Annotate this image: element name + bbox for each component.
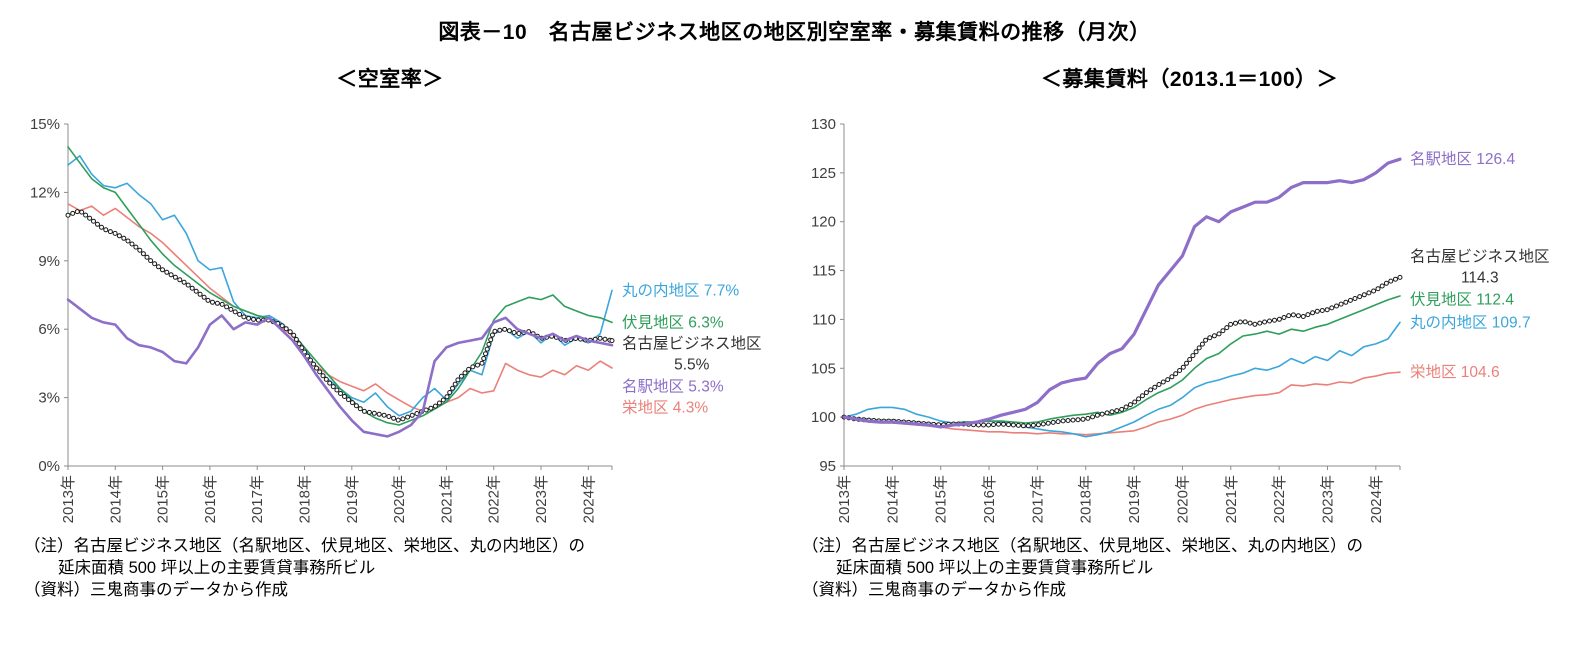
series-markers-nagoya-business	[65, 209, 615, 423]
vacancy-rate-line-chart: 0% 3% 6% 9% 12% 15% 2013年 2014年 2015年 2016年 2017年 2…	[30, 116, 762, 523]
rent-chart-title: ＜募集賃料（2013.1＝100）＞	[1040, 68, 1339, 91]
axes: 95 100 105 110 115 120 125 130 2013年 2014年 2015年 20…	[811, 116, 1401, 523]
x-tick-label: 2017年	[249, 475, 266, 523]
x-tick-label: 2023年	[533, 475, 550, 523]
series-label-sakae: 栄地区 104.6	[1410, 363, 1500, 381]
svg-text:名駅地区 5.3%: 名駅地区 5.3%	[622, 377, 724, 395]
source-line: （資料）三鬼商事のデータから作成	[24, 580, 288, 599]
x-tick-label: 2019年	[344, 475, 361, 523]
y-tick-label: 100	[811, 409, 836, 426]
x-tick-label: 2013年	[836, 475, 853, 523]
svg-text:伏見地区 112.4: 伏見地区 112.4	[1410, 290, 1514, 308]
series-label-sakae: 栄地区 4.3%	[622, 398, 708, 416]
x-tick-label: 2013年	[60, 475, 77, 523]
y-tick-label: 6%	[38, 321, 60, 338]
note-line-1: （注）名古屋ビジネス地区（名駅地区、伏見地区、栄地区、丸の内地区）の	[24, 537, 585, 555]
x-tick-label: 2014年	[107, 475, 124, 523]
svg-text:栄地区 104.6: 栄地区 104.6	[1410, 363, 1500, 381]
x-tick-label: 2022年	[1271, 475, 1288, 523]
series-line-nagoya-business	[843, 276, 1401, 427]
x-tick-label: 2017年	[1029, 475, 1046, 523]
series-label-fushimi: 伏見地区 6.3%	[622, 313, 724, 331]
axes: 0% 3% 6% 9% 12% 15% 2013年 2014年 2015年 2016年 2017年 2…	[30, 116, 613, 523]
x-tick-label: 2014年	[884, 475, 901, 523]
y-tick-label: 105	[811, 360, 836, 377]
y-tick-label: 130	[811, 116, 836, 133]
x-tick-label: 2023年	[1319, 475, 1336, 523]
figure-title: 図表－10 名古屋ビジネス地区の地区別空室率・募集賃料の推移（月次）	[438, 21, 1151, 44]
rent-chart-notes: （注）名古屋ビジネス地区（名駅地区、伏見地区、栄地区、丸の内地区）の 延床面積 …	[802, 536, 1363, 601]
series-label-marunouchi: 丸の内地区 7.7%	[622, 281, 739, 299]
x-tick-label: 2019年	[1126, 475, 1143, 523]
x-tick-label: 2021年	[1223, 475, 1240, 523]
y-tick-label: 15%	[30, 116, 60, 133]
source-line: （資料）三鬼商事のデータから作成	[802, 580, 1066, 599]
series-line-sakae	[67, 203, 613, 413]
series-label-nagoya-business: 名古屋ビジネス地区 114.3	[1410, 247, 1550, 286]
y-tick-label: 9%	[38, 253, 60, 270]
x-tick-label: 2022年	[486, 475, 503, 523]
svg-text:5.5%: 5.5%	[674, 356, 710, 373]
y-tick-label: 115	[812, 263, 836, 280]
y-tick-label: 110	[812, 311, 836, 328]
series-line-meieki	[66, 298, 614, 438]
series-line-meieki	[842, 157, 1402, 429]
y-tick-label: 3%	[38, 390, 60, 407]
x-tick-label: 2020年	[1174, 475, 1191, 523]
x-tick-label: 2024年	[1368, 475, 1385, 523]
x-tick-label: 2015年	[933, 475, 950, 523]
series-label-meieki: 名駅地区 126.4	[1410, 150, 1515, 168]
svg-text:伏見地区 6.3%: 伏見地区 6.3%	[622, 313, 724, 331]
series-label-nagoya-business: 名古屋ビジネス地区 5.5%	[622, 334, 762, 373]
svg-text:丸の内地区 7.7%: 丸の内地区 7.7%	[622, 281, 739, 299]
x-tick-label: 2015年	[155, 475, 172, 523]
svg-text:114.3: 114.3	[1461, 269, 1499, 286]
svg-text:丸の内地区 109.7: 丸の内地区 109.7	[1410, 313, 1531, 331]
x-tick-label: 2020年	[391, 475, 408, 523]
y-tick-label: 95	[819, 458, 836, 475]
vacancy-chart-title: ＜空室率＞	[336, 68, 444, 91]
x-tick-label: 2016年	[202, 475, 219, 523]
note-line-2: 延床面積 500 坪以上の主要賃貸事務所ビル	[836, 558, 1154, 577]
series-label-marunouchi: 丸の内地区 109.7	[1410, 313, 1531, 331]
svg-text:名駅地区 126.4: 名駅地区 126.4	[1410, 150, 1515, 168]
y-tick-label: 12%	[30, 184, 60, 201]
series-label-meieki: 名駅地区 5.3%	[622, 377, 724, 395]
y-tick-label: 0%	[38, 458, 60, 475]
series-markers-nagoya-business	[841, 274, 1403, 429]
x-tick-label: 2021年	[438, 475, 455, 523]
x-tick-label: 2024年	[580, 475, 597, 523]
x-tick-label: 2016年	[981, 475, 998, 523]
y-tick-label: 125	[811, 165, 836, 182]
series-line-marunouchi	[843, 321, 1401, 438]
svg-text:栄地区 4.3%: 栄地区 4.3%	[622, 398, 708, 416]
series-line-marunouchi	[67, 155, 613, 417]
x-tick-label: 2018年	[1078, 475, 1095, 523]
y-tick-label: 120	[811, 214, 836, 231]
note-line-2: 延床面積 500 坪以上の主要賃貸事務所ビル	[58, 558, 376, 577]
note-line-1: （注）名古屋ビジネス地区（名駅地区、伏見地区、栄地区、丸の内地区）の	[802, 537, 1363, 555]
vacancy-chart-notes: （注）名古屋ビジネス地区（名駅地区、伏見地区、栄地区、丸の内地区）の 延床面積 …	[24, 536, 585, 601]
series-line-fushimi	[67, 146, 613, 426]
svg-text:名古屋ビジネス地区: 名古屋ビジネス地区	[622, 334, 762, 352]
x-tick-label: 2018年	[297, 475, 314, 523]
asking-rent-line-chart: 95 100 105 110 115 120 125 130 2013年 2014年 2015年 20…	[811, 116, 1550, 523]
series-line-fushimi	[843, 295, 1401, 425]
svg-text:名古屋ビジネス地区: 名古屋ビジネス地区	[1410, 247, 1550, 265]
series-label-fushimi: 伏見地区 112.4	[1410, 290, 1514, 308]
